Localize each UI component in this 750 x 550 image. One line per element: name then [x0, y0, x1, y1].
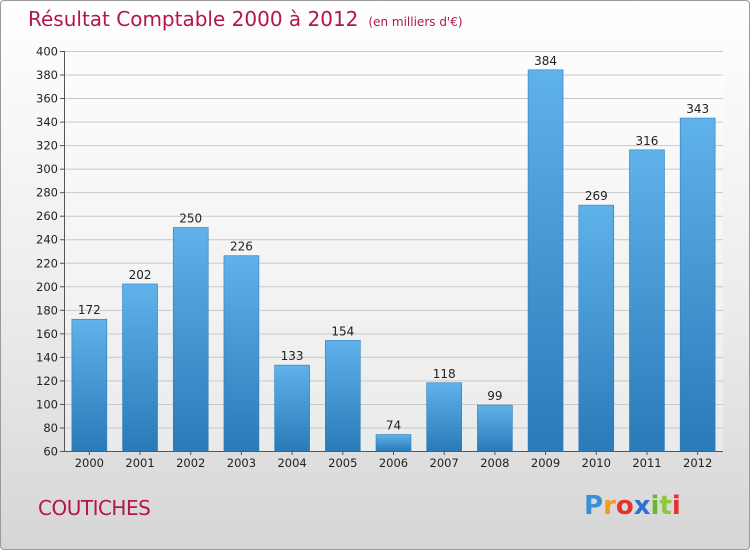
bar-2010 — [578, 204, 615, 452]
data-label-2002: 250 — [179, 211, 202, 225]
data-label-2003: 226 — [230, 240, 253, 254]
logo-letter: t — [659, 491, 672, 521]
y-tick-label: 380 — [36, 68, 58, 82]
logo-letter: r — [603, 491, 616, 521]
x-tick-label-2009: 2009 — [531, 456, 560, 470]
logo-letter: i — [671, 491, 681, 521]
y-tick-label: 220 — [36, 256, 58, 270]
data-label-2008: 99 — [487, 389, 502, 403]
data-label-2007: 118 — [433, 367, 456, 381]
y-tick-label: 120 — [36, 374, 58, 388]
proxiti-logo: Proxiti — [584, 491, 681, 521]
bar-2012 — [679, 117, 716, 452]
x-tick-label-2003: 2003 — [227, 456, 256, 470]
x-tick-label-2005: 2005 — [328, 456, 357, 470]
bar-2003 — [223, 255, 260, 452]
y-tick-label: 140 — [36, 350, 58, 364]
x-tick-label-2006: 2006 — [379, 456, 408, 470]
y-tick-label: 180 — [36, 303, 58, 317]
data-label-2012: 343 — [686, 102, 709, 116]
y-tick-label: 260 — [36, 209, 58, 223]
x-tick-label-2011: 2011 — [632, 456, 661, 470]
bar-2009 — [527, 69, 564, 452]
bar-2007 — [426, 382, 462, 452]
bar-2011 — [629, 149, 665, 452]
data-label-2011: 316 — [636, 134, 659, 148]
bar-2000 — [71, 318, 108, 452]
plot-area — [64, 51, 723, 451]
logo-letter: i — [650, 491, 660, 521]
y-tick-label: 240 — [36, 233, 58, 247]
x-tick-label-2002: 2002 — [176, 456, 205, 470]
y-tick-label: 60 — [43, 445, 58, 459]
y-tick-label: 280 — [36, 186, 58, 200]
data-label-2000: 172 — [78, 303, 101, 317]
data-label-2010: 269 — [585, 189, 608, 203]
x-tick-label-2000: 2000 — [75, 456, 104, 470]
bar-2002 — [172, 227, 209, 452]
y-tick-label: 300 — [36, 162, 58, 176]
chart-header: Résultat Comptable 2000 à 2012 (en millie… — [28, 7, 463, 31]
y-tick-label: 160 — [36, 327, 58, 341]
y-tick-label: 80 — [43, 421, 58, 435]
y-tick-label: 320 — [36, 139, 58, 153]
bar-2004 — [274, 364, 310, 452]
x-tick-label-2004: 2004 — [277, 456, 306, 470]
data-label-2001: 202 — [129, 268, 152, 282]
logo-letter: o — [615, 491, 634, 521]
data-label-2005: 154 — [331, 324, 354, 338]
chart-unit-label: (en milliers d'€) — [368, 15, 463, 29]
x-tick-label-2001: 2001 — [125, 456, 154, 470]
city-name: COUTICHES — [38, 496, 151, 520]
x-tick-label-2007: 2007 — [430, 456, 459, 470]
y-tick-label: 200 — [36, 280, 58, 294]
data-label-2009: 384 — [534, 54, 557, 68]
x-tick-label-2008: 2008 — [480, 456, 509, 470]
chart-title: Résultat Comptable 2000 à 2012 — [28, 7, 359, 31]
x-tick-label-2012: 2012 — [683, 456, 712, 470]
bar-2006 — [375, 434, 412, 452]
data-label-2004: 133 — [281, 349, 304, 363]
data-label-2006: 74 — [386, 419, 401, 433]
bar-2001 — [122, 283, 158, 452]
bar-2008 — [477, 404, 513, 452]
logo-letter: x — [633, 491, 651, 521]
logo-letter: P — [584, 491, 604, 521]
y-tick-label: 340 — [36, 115, 58, 129]
y-tick-label: 100 — [36, 397, 58, 411]
y-tick-label: 400 — [36, 45, 58, 59]
x-tick-label-2010: 2010 — [582, 456, 611, 470]
y-tick-label: 360 — [36, 92, 58, 106]
bar-2005 — [325, 340, 361, 452]
